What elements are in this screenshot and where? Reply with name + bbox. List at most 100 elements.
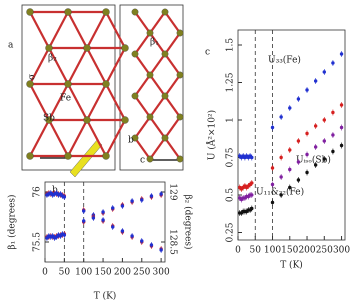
structure-frame bbox=[119, 4, 184, 171]
x-tick-label: 250 bbox=[133, 268, 150, 278]
bond bbox=[149, 11, 166, 34]
atom bbox=[131, 8, 139, 16]
atom bbox=[83, 116, 91, 124]
data-point bbox=[120, 204, 125, 208]
atom bbox=[64, 8, 72, 16]
data-point bbox=[91, 216, 96, 220]
atom bbox=[26, 152, 34, 160]
x-tick-label: 300 bbox=[153, 268, 170, 278]
bond bbox=[67, 47, 88, 85]
x-tick-label: 150 bbox=[94, 268, 111, 278]
structure-label: c bbox=[140, 156, 145, 166]
data-point bbox=[296, 139, 301, 143]
bond bbox=[164, 53, 181, 76]
data-point bbox=[101, 218, 105, 222]
crystal-diagram: a β₂ β₁ Fe Sb σ bc bbox=[8, 4, 184, 178]
bond bbox=[67, 119, 88, 157]
data-point bbox=[331, 110, 335, 115]
data-point bbox=[270, 125, 275, 130]
x-tick-label: 50 bbox=[250, 246, 262, 256]
x-tick-label: 0 bbox=[42, 268, 48, 278]
data-point bbox=[111, 225, 115, 229]
atom bbox=[176, 29, 184, 37]
data-point bbox=[111, 206, 115, 210]
atom bbox=[83, 44, 91, 52]
y-tick-label: 0.25 bbox=[226, 222, 236, 242]
data-point bbox=[305, 131, 309, 136]
bond bbox=[86, 11, 107, 49]
panel-label: c bbox=[205, 48, 210, 58]
data-point bbox=[250, 206, 254, 211]
data-point bbox=[296, 160, 301, 164]
bond bbox=[164, 116, 181, 139]
data-point bbox=[82, 219, 86, 223]
atom bbox=[131, 50, 139, 58]
atom bbox=[146, 71, 154, 79]
bond bbox=[48, 119, 69, 157]
data-point bbox=[270, 166, 275, 170]
data-point bbox=[149, 243, 154, 247]
atom bbox=[64, 80, 72, 88]
atom bbox=[102, 152, 110, 160]
panel-label: b bbox=[52, 186, 58, 196]
data-point bbox=[322, 157, 326, 161]
atom bbox=[161, 50, 169, 58]
atom bbox=[26, 80, 34, 88]
bond bbox=[105, 11, 126, 49]
structure-label: Sb bbox=[43, 114, 55, 124]
panel-label: a bbox=[8, 41, 14, 51]
atom bbox=[102, 80, 110, 88]
data-point bbox=[130, 199, 134, 203]
structure-label: Fe bbox=[60, 94, 71, 104]
highlight-bar bbox=[69, 139, 103, 178]
y-tick-label: 1.5 bbox=[226, 38, 236, 53]
data-point bbox=[313, 145, 318, 149]
bond bbox=[149, 116, 166, 139]
x-tick-label: 200 bbox=[114, 268, 131, 278]
data-point bbox=[120, 229, 125, 233]
data-point bbox=[250, 181, 254, 185]
atom bbox=[146, 113, 154, 121]
bond bbox=[29, 119, 50, 157]
x-axis-label: T (K) bbox=[280, 260, 303, 271]
x-tick-label: 50 bbox=[59, 268, 71, 278]
bond bbox=[48, 47, 69, 85]
x-tick-label: 150 bbox=[281, 246, 298, 256]
data-point bbox=[149, 194, 154, 198]
data-point bbox=[270, 200, 275, 205]
bond bbox=[149, 53, 166, 76]
data-point bbox=[250, 155, 254, 160]
data-point bbox=[140, 198, 144, 202]
data-point bbox=[279, 175, 283, 179]
bond bbox=[134, 116, 151, 139]
bond bbox=[48, 11, 69, 49]
data-point bbox=[339, 125, 344, 130]
atom bbox=[64, 152, 72, 160]
x-tick-label: 100 bbox=[75, 268, 92, 278]
bond bbox=[86, 47, 107, 85]
y-tick-label: 1 bbox=[226, 117, 236, 123]
atom bbox=[121, 116, 129, 124]
bond bbox=[67, 11, 88, 49]
bond bbox=[149, 95, 166, 118]
data-point bbox=[331, 61, 335, 65]
atom bbox=[161, 92, 169, 100]
plot-frame bbox=[237, 29, 346, 241]
data-point bbox=[62, 233, 67, 237]
atom bbox=[131, 92, 139, 100]
bond bbox=[164, 74, 181, 97]
atom bbox=[161, 8, 169, 16]
data-point bbox=[288, 106, 292, 110]
y-tick-label: 0.75 bbox=[226, 147, 236, 167]
x-tick-label: 200 bbox=[298, 246, 315, 256]
data-point bbox=[305, 170, 309, 175]
bond bbox=[86, 83, 107, 121]
bond bbox=[164, 95, 181, 118]
y-axis-label: β₁ (degrees) bbox=[7, 194, 18, 249]
data-point bbox=[288, 185, 292, 190]
data-point bbox=[331, 149, 335, 154]
atom bbox=[176, 113, 184, 121]
data-point bbox=[322, 70, 326, 74]
y-tick-label: 75.5 bbox=[33, 232, 43, 252]
